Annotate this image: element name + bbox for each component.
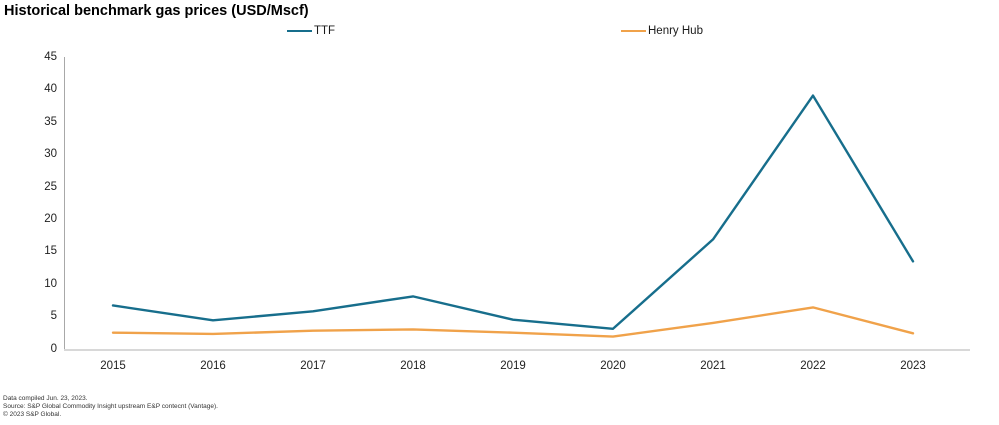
y-tick-label: 10 [44,277,57,290]
source-note: Data compiled Jun. 23, 2023. Source: S&P… [3,395,218,419]
x-tick-label: 2017 [300,360,326,372]
x-tick-label: 2020 [600,360,626,372]
ttf-line [111,94,915,330]
footer-compiled-line: Data compiled Jun. 23, 2023. [3,395,88,402]
y-tick-label: 30 [44,148,57,161]
y-tick-label: 20 [44,212,57,225]
y-tick-label: 0 [50,342,57,355]
x-tick-label: 2019 [500,360,526,372]
legend-item-henry-hub: Henry Hub [621,24,703,38]
x-tick-label: 2022 [800,360,826,372]
legend-label-henry-hub: Henry Hub [648,25,703,37]
y-tick-label: 35 [44,115,57,128]
x-tick-label: 2018 [400,360,426,372]
henry-hub-line [111,306,915,338]
y-tick-label: 25 [44,180,57,193]
y-tick-label: 5 [50,310,57,323]
footer-copyright-line: © 2023 S&P Global. [3,411,62,418]
ttf-line-swatch [287,29,312,33]
x-tick-label: 2015 [100,360,126,372]
y-tick-label: 40 [44,83,57,96]
x-tick-label: 2023 [900,360,926,372]
footer-source-line: Source: S&P Global Commodity Insight ups… [3,403,218,410]
chart-title: Historical benchmark gas prices (USD/Msc… [4,3,309,19]
y-axis-line [64,57,65,350]
y-tick-label: 45 [44,51,57,63]
x-axis-line [64,349,970,351]
legend-item-ttf: TTF [287,24,335,38]
x-tick-label: 2021 [700,360,726,372]
x-tick-label: 2016 [200,360,226,372]
legend-label-ttf: TTF [314,25,336,37]
y-tick-label: 15 [44,245,57,258]
henry-hub-line-swatch [621,29,646,33]
